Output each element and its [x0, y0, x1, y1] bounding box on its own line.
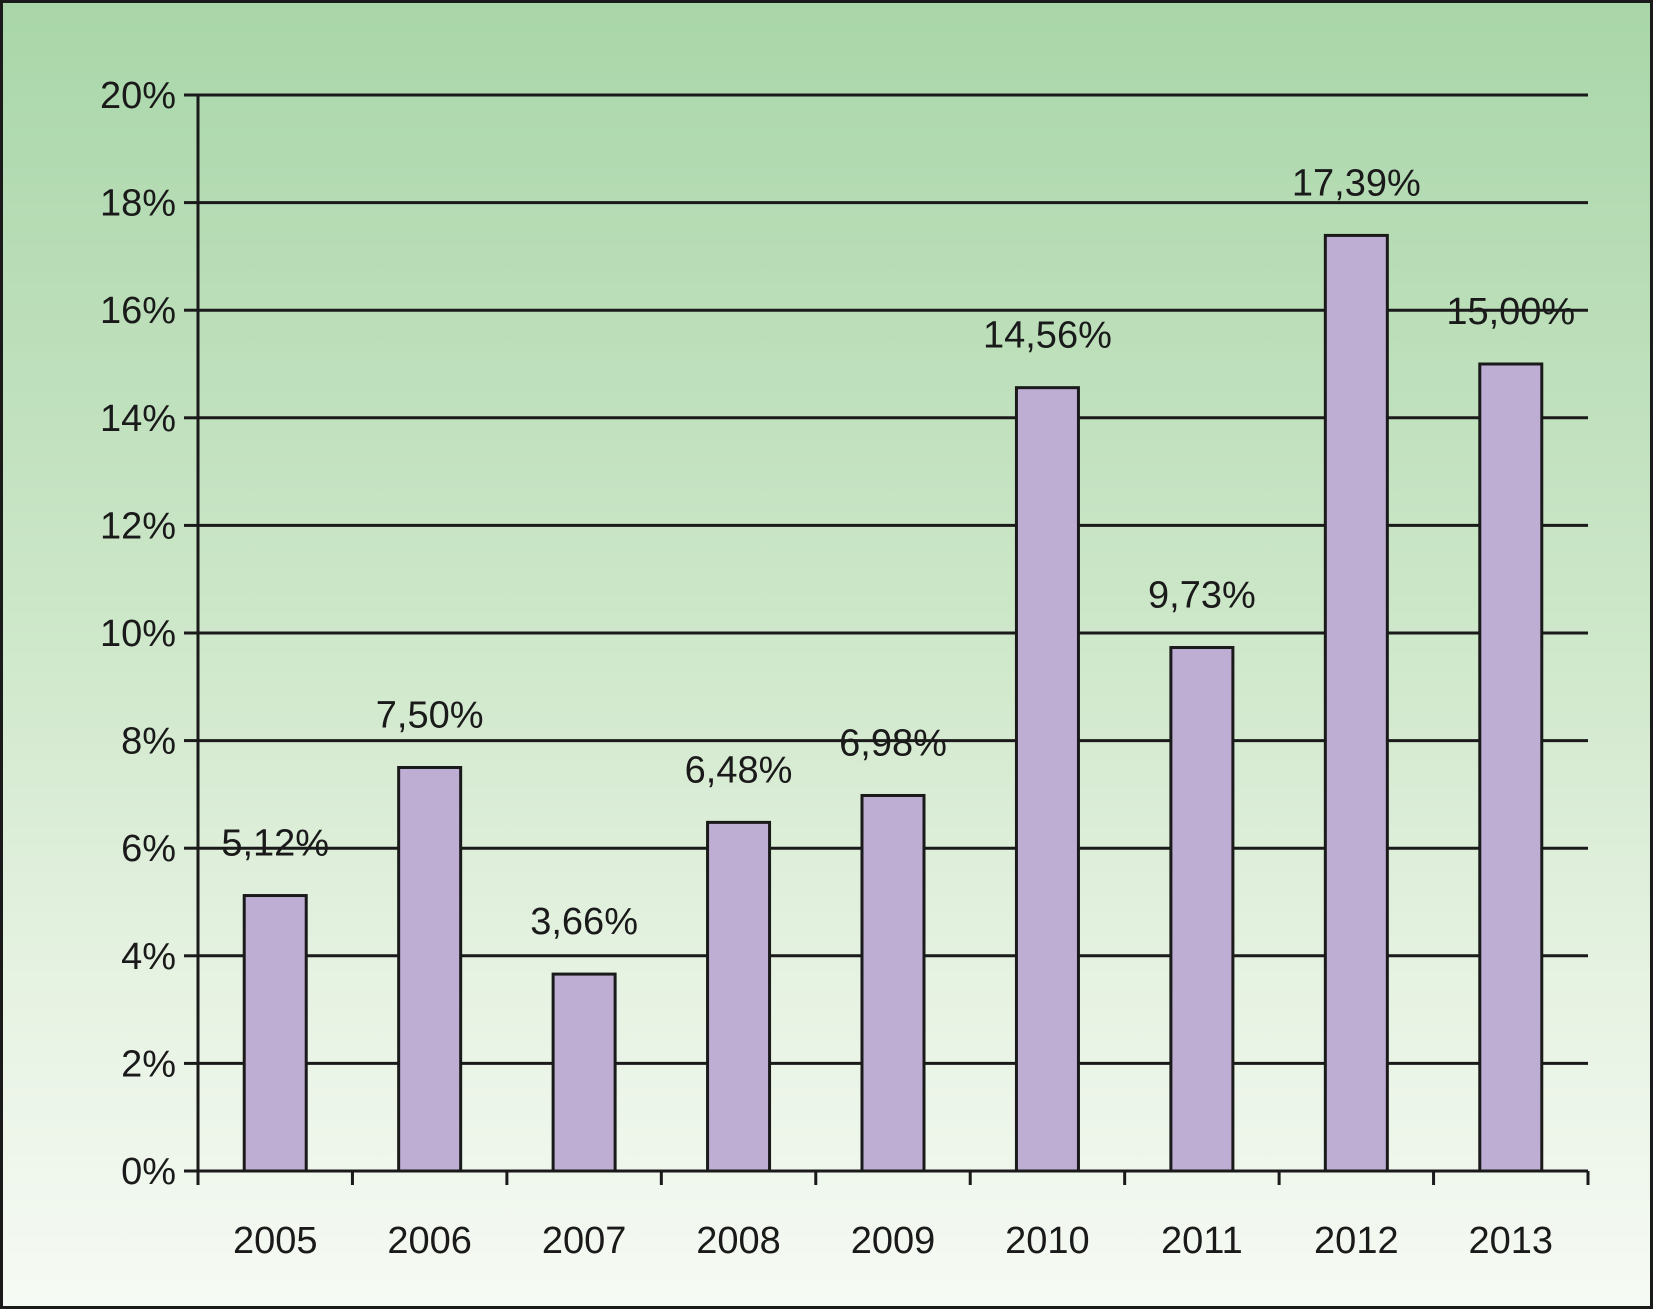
y-tick-label: 14%: [100, 398, 176, 440]
bar-2012: [1323, 233, 1389, 1173]
bar-2011: [1169, 646, 1235, 1173]
x-tick-label-2006: 2006: [387, 1220, 472, 1262]
bar-2008: [706, 820, 772, 1173]
y-tick-label: 12%: [100, 505, 176, 547]
bar-chart: 0%2%4%6%8%10%12%14%16%18%20% 2005 2006 200…: [100, 75, 1590, 1262]
y-tick-label: 0%: [121, 1151, 176, 1193]
bar-2006: [397, 766, 463, 1173]
data-label-2007: 3,66%: [530, 901, 638, 943]
x-tick-labels: 2005 2006 2007 2008 2009 2010 2011 2012 2013: [233, 1220, 1553, 1262]
data-label-2013: 15,00%: [1446, 291, 1575, 333]
y-tick-label: 6%: [121, 828, 176, 870]
bar-2007: [551, 972, 617, 1173]
x-tick-label-2013: 2013: [1469, 1220, 1554, 1262]
data-label-2010: 14,56%: [983, 315, 1112, 357]
x-tick-label-2010: 2010: [1005, 1220, 1090, 1262]
bar-2005: [242, 894, 308, 1173]
data-label-2011: 9,73%: [1148, 575, 1256, 617]
x-tick-label-2009: 2009: [851, 1220, 936, 1262]
x-tick-label-2012: 2012: [1314, 1220, 1399, 1262]
bar-2010: [1014, 386, 1080, 1173]
bar-2009: [860, 793, 926, 1173]
y-tick-label: 20%: [100, 75, 176, 117]
y-tick-label: 8%: [121, 721, 176, 763]
y-tick-label: 4%: [121, 936, 176, 978]
data-label-2009: 6,98%: [839, 722, 947, 764]
data-label-2008: 6,48%: [685, 749, 793, 791]
data-label-2005: 5,12%: [221, 823, 329, 865]
y-tick-labels: 0% 2% 4% 6% 8% 10% 12% 14% 16% 18% 20%: [100, 75, 176, 1193]
data-label-2006: 7,50%: [376, 695, 484, 737]
axes: [184, 93, 1590, 1185]
y-tick-label: 2%: [121, 1043, 176, 1085]
x-tick-label-2008: 2008: [696, 1220, 781, 1262]
x-tick-label-2007: 2007: [542, 1220, 627, 1262]
y-tick-label: 10%: [100, 613, 176, 655]
y-tick-label: 16%: [100, 290, 176, 332]
x-tick-label-2011: 2011: [1161, 1220, 1243, 1262]
data-labels: 5,12% 7,50% 3,66% 6,48% 6,98% 14,56% 9,73% 17,3…: [221, 162, 1575, 943]
x-tick-label-2005: 2005: [233, 1220, 318, 1262]
data-label-2012: 17,39%: [1292, 162, 1421, 204]
bar-2013: [1478, 362, 1544, 1173]
y-tick-label: 18%: [100, 183, 176, 225]
